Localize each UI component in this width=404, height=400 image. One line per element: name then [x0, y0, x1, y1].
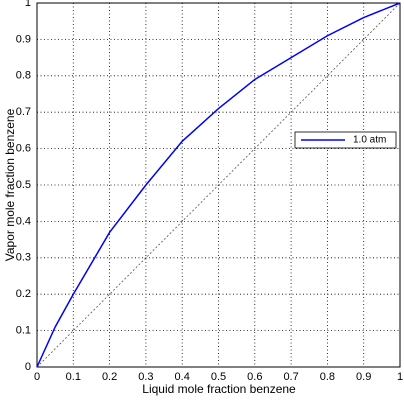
y-axis-label: Vapor mole fraction benzene: [3, 108, 17, 261]
x-tick-label: 0.2: [102, 371, 117, 383]
x-tick-label: 0.6: [247, 371, 262, 383]
x-tick-label: 0.1: [66, 371, 81, 383]
y-tick-label: 0.8: [16, 70, 31, 82]
y-tick-label: 1: [25, 0, 31, 9]
y-tick-label: 0.4: [16, 215, 31, 227]
x-tick-label: 0.4: [175, 371, 190, 383]
plot-frame: [36, 2, 401, 368]
y-tick-label: 0.2: [16, 288, 31, 300]
y-tick-label: 0.3: [16, 252, 31, 264]
x-tick-label: 0.7: [283, 371, 298, 383]
legend-label: 1.0 atm: [353, 135, 386, 146]
x-tick-label: 1: [397, 371, 403, 383]
data-line: [36, 2, 401, 368]
y-tick-label: 0.9: [16, 33, 31, 45]
x-tick-label: 0.5: [211, 371, 226, 383]
x-tick-label: 0.8: [320, 371, 335, 383]
y-tick-label: 0.6: [16, 143, 31, 155]
x-tick-label: 0.9: [356, 371, 371, 383]
y-tick-label: 0.7: [16, 106, 31, 118]
x-tick-label: 0.3: [138, 371, 153, 383]
x-tick-label: 0: [34, 371, 40, 383]
x-axis-label: Liquid mole fraction benzene: [142, 382, 296, 396]
legend-box: [294, 131, 397, 149]
y-tick-label: 0: [25, 361, 31, 373]
reference-diagonal: [36, 2, 401, 368]
y-tick-label: 0.5: [16, 179, 31, 191]
y-tick-label: 0.1: [16, 325, 31, 337]
